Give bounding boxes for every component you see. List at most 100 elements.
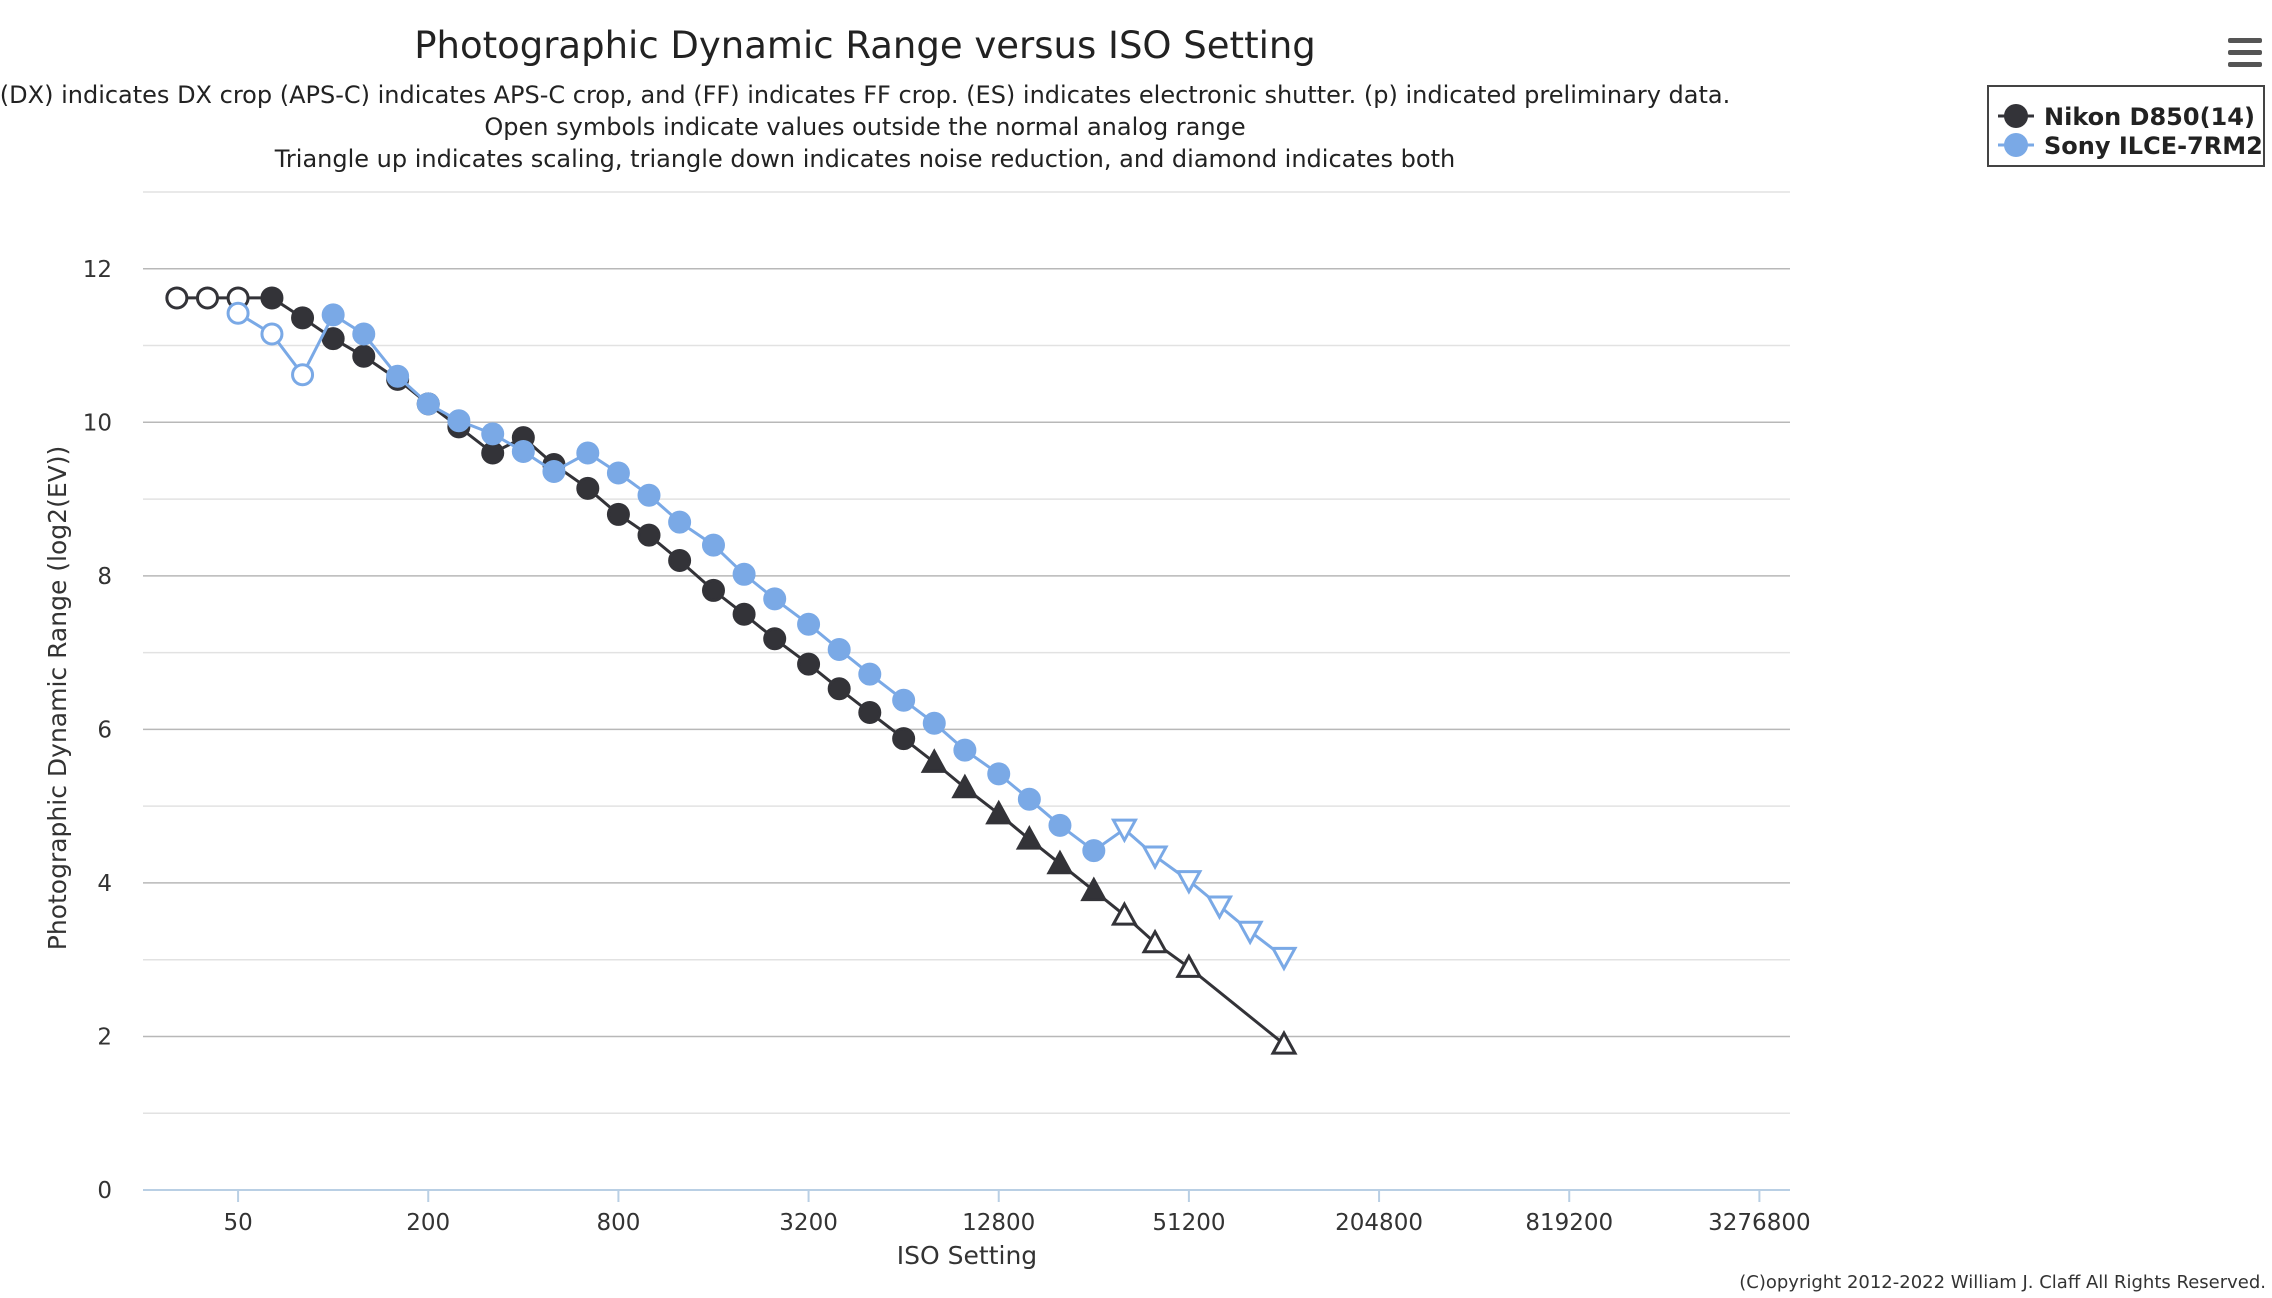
data-point [606, 502, 630, 526]
data-point [542, 459, 566, 483]
data-point [165, 286, 189, 310]
x-tick-label: 51200 [1152, 1210, 1225, 1236]
data-point [260, 322, 284, 346]
data-point [1205, 895, 1234, 921]
y-tick-label: 10 [83, 410, 112, 436]
data-point [1015, 825, 1043, 850]
data-point [892, 688, 916, 712]
y-axis-label: Photographic Dynamic Range (log2(EV)) [43, 446, 72, 950]
legend: Nikon D850(14)Sony ILCE-7RM2 [1987, 85, 2265, 167]
data-point [1048, 813, 1072, 837]
data-point [701, 533, 725, 557]
data-point [827, 677, 851, 701]
data-point [732, 562, 756, 586]
data-point [920, 748, 948, 773]
data-point [481, 422, 505, 446]
data-point [1017, 787, 1041, 811]
data-point [291, 306, 315, 330]
data-point [195, 286, 219, 310]
data-point [321, 303, 345, 327]
data-point [447, 409, 471, 433]
x-tick-label: 200 [406, 1210, 450, 1236]
legend-swatch-marker [2004, 133, 2028, 157]
data-point [797, 652, 821, 676]
data-point [763, 627, 787, 651]
data-point [1110, 818, 1138, 844]
data-point [892, 727, 916, 751]
data-point [858, 662, 882, 686]
series-line [237, 312, 1285, 959]
data-point [1270, 946, 1298, 972]
data-point [260, 286, 284, 310]
hamburger-menu-icon[interactable] [2224, 36, 2268, 74]
legend-item-label: Sony ILCE-7RM2 [2044, 132, 2263, 160]
data-point [987, 762, 1011, 786]
axes: 0 2 4 6 8 10 12 50 200 800 3200 12800 51200 204800 819… [83, 257, 1811, 1236]
y-tick-label: 8 [97, 564, 112, 590]
series-0 [165, 286, 1298, 1055]
data-point [576, 476, 600, 500]
data-point [511, 439, 535, 463]
data-point [386, 364, 410, 388]
data-point [763, 587, 787, 611]
data-point [1236, 920, 1264, 946]
chart-subtitle-line-1: (DX) indicates DX crop (APS-C) indicates… [0, 81, 1730, 109]
data-point [637, 523, 661, 547]
data-point [1080, 876, 1108, 902]
grid [143, 191, 1790, 1114]
legend-box [1987, 85, 2265, 167]
data-point [291, 363, 315, 387]
x-tick-label: 12800 [962, 1210, 1035, 1236]
legend-item-label: Nikon D850(14) [2044, 103, 2255, 131]
data-point [481, 441, 505, 465]
data-point [668, 548, 692, 572]
x-tick-label: 50 [223, 1210, 252, 1236]
chart-subtitle-line-2: Open symbols indicate values outside the… [484, 113, 1245, 141]
data-point [1270, 1030, 1298, 1055]
x-tick-label: 819200 [1525, 1210, 1613, 1236]
copyright-credit: (C)opyright 2012-2022 William J. Claff A… [1739, 1272, 2266, 1293]
data-point [1046, 849, 1074, 875]
data-point [606, 461, 630, 485]
chart-title: Photographic Dynamic Range versus ISO Se… [414, 24, 1316, 67]
data-point [1141, 845, 1169, 871]
data-point [416, 392, 440, 416]
y-tick-label: 2 [97, 1024, 112, 1050]
data-point [1141, 928, 1169, 954]
x-tick-label: 800 [596, 1210, 640, 1236]
data-point [858, 700, 882, 724]
x-tick-label: 204800 [1335, 1210, 1423, 1236]
data-point [953, 738, 977, 762]
data-point [701, 578, 725, 602]
data-point [352, 344, 376, 368]
data-point [922, 711, 946, 735]
series [165, 286, 1298, 1055]
data-point [951, 773, 979, 799]
y-tick-label: 4 [97, 871, 112, 897]
x-axis-label: ISO Setting [897, 1241, 1037, 1270]
data-point [576, 441, 600, 465]
data-point [226, 301, 250, 325]
series-1 [226, 301, 1298, 972]
x-tick-label: 3200 [779, 1210, 838, 1236]
data-point [732, 602, 756, 626]
legend-swatch-marker [2004, 104, 2028, 128]
y-tick-label: 6 [97, 717, 112, 743]
data-point [1110, 901, 1138, 926]
chart-subtitle-line-3: Triangle up indicates scaling, triangle … [274, 145, 1455, 173]
data-point [352, 322, 376, 346]
y-tick-label: 0 [97, 1178, 112, 1204]
data-point [1175, 953, 1203, 978]
data-point [985, 799, 1013, 825]
data-point [1082, 839, 1106, 863]
y-tick-label: 12 [83, 257, 112, 283]
data-point [321, 327, 345, 351]
data-point [827, 638, 851, 662]
data-point [797, 612, 821, 636]
data-point [637, 483, 661, 507]
data-point [1175, 870, 1203, 895]
series-line [176, 296, 1285, 1046]
data-point [668, 510, 692, 534]
x-tick-label: 3276800 [1708, 1210, 1810, 1236]
